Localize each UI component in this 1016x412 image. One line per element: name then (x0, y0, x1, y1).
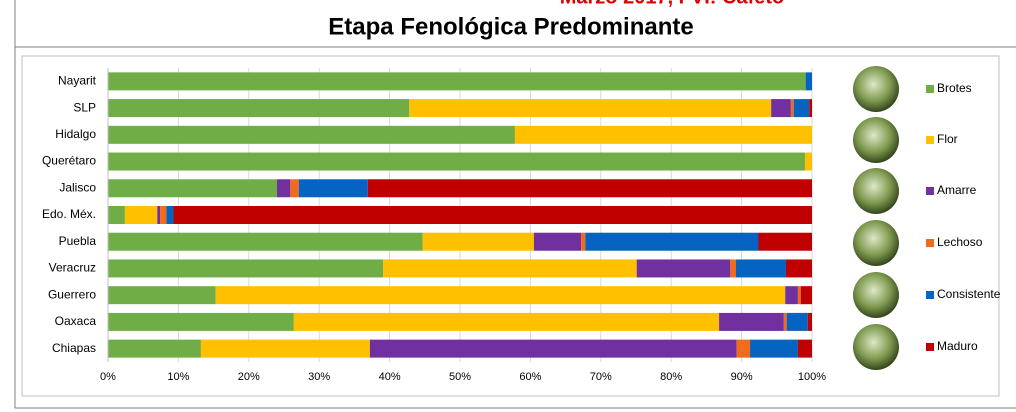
x-tick-label: 50% (449, 371, 471, 383)
bar-segment (108, 99, 410, 118)
bar-segment (422, 232, 534, 251)
legend-swatch (926, 343, 934, 351)
x-tick-label: 90% (731, 371, 753, 383)
bar-segment (581, 232, 586, 251)
bar-segment (800, 286, 812, 305)
bar-segment (735, 259, 786, 278)
bar-segment (108, 259, 384, 278)
bar-segment (805, 72, 812, 91)
plot-frame (21, 55, 1000, 397)
legend-image (853, 117, 899, 163)
bar-segment (797, 339, 812, 358)
legend-label: Lechoso (937, 235, 983, 249)
legend-swatch (926, 136, 934, 144)
bar-segment (750, 339, 798, 358)
bar-segment (108, 125, 515, 144)
bar-segment (367, 179, 812, 198)
bar-segment (783, 312, 787, 331)
legend-label: Brotes (937, 81, 972, 95)
legend-label: Flor (937, 132, 958, 146)
y-tick-label: Jalisco (59, 180, 96, 194)
x-tick-label: 40% (379, 371, 401, 383)
bar-segment (758, 232, 812, 251)
bar-segment (124, 206, 158, 224)
x-tick-label: 20% (238, 371, 260, 383)
legend-image (853, 66, 899, 112)
bar-segment (200, 339, 370, 358)
bar-segment (514, 125, 812, 144)
y-tick-label: Guerrero (48, 287, 96, 301)
bar-segment (173, 206, 813, 224)
bar-segment (276, 179, 291, 198)
x-tick-label: 70% (590, 371, 612, 383)
legend-label: Consistente (937, 287, 1001, 301)
legend-images (853, 66, 899, 370)
legend-swatch (926, 187, 934, 195)
bar-segment (409, 99, 772, 118)
bar-segment (809, 99, 812, 118)
bar-segment (383, 259, 637, 278)
legend-image (853, 324, 899, 370)
bar-segment (636, 259, 731, 278)
y-tick-label: Nayarit (58, 74, 97, 88)
bar-segment (298, 179, 368, 198)
y-tick-label: Chiapas (52, 341, 96, 355)
x-tick-label: 0% (100, 371, 116, 383)
y-tick-label: SLP (73, 100, 96, 114)
y-tick-label: Veracruz (49, 261, 96, 275)
bar-segment (160, 206, 167, 224)
bar-segment (736, 339, 751, 358)
y-tick-label: Querétaro (42, 154, 96, 168)
bar-segment (797, 286, 801, 305)
bar-segment (771, 99, 791, 118)
chart-title: Etapa Fenológica Predominante (328, 13, 693, 40)
bar-segment (790, 99, 794, 118)
bar-segment (108, 206, 125, 224)
y-tick-label: Oaxaca (55, 314, 97, 328)
legend-image (853, 168, 899, 214)
bar-segment (166, 206, 174, 224)
bar-segment (108, 72, 806, 91)
bar-segment (369, 339, 737, 358)
bar-segment (785, 259, 812, 278)
y-tick-label: Hidalgo (55, 127, 96, 141)
bar-segment (585, 232, 759, 251)
bar-segment (533, 232, 582, 251)
bar-segment (719, 312, 784, 331)
legend-image (853, 272, 899, 318)
x-tick-label: 60% (519, 371, 541, 383)
frame (14, 0, 1016, 409)
y-tick-label: Puebla (59, 234, 97, 248)
x-tick-label: 100% (798, 371, 826, 383)
legend-swatch (926, 85, 934, 93)
x-tick-label: 80% (660, 371, 682, 383)
bar-segment (215, 286, 786, 305)
bar-segment (108, 339, 201, 358)
bar-segment (157, 206, 161, 224)
bar-segment (785, 286, 798, 305)
bar-segment (290, 179, 299, 198)
legend-label: Amarre (937, 183, 977, 197)
y-tick-label: Edo. Méx. (42, 207, 96, 221)
bar-segment (108, 152, 805, 171)
subtitle: Marzo 2017, FVI: Cafeto (560, 0, 785, 8)
legend-image (853, 220, 899, 266)
bar-segment (730, 259, 736, 278)
bar-segment (108, 312, 294, 331)
bar-segment (108, 179, 277, 198)
bar-segment (793, 99, 810, 118)
x-tick-label: 10% (167, 371, 189, 383)
bar-segment (293, 312, 720, 331)
bar-segment (807, 312, 812, 331)
bar-segment (108, 286, 216, 305)
legend-swatch (926, 239, 934, 247)
bar-segment (804, 152, 812, 171)
bar-segment (108, 232, 423, 251)
legend-swatch (926, 291, 934, 299)
x-tick-label: 30% (308, 371, 330, 383)
legend-label: Maduro (937, 339, 978, 353)
bar-segment (786, 312, 808, 331)
